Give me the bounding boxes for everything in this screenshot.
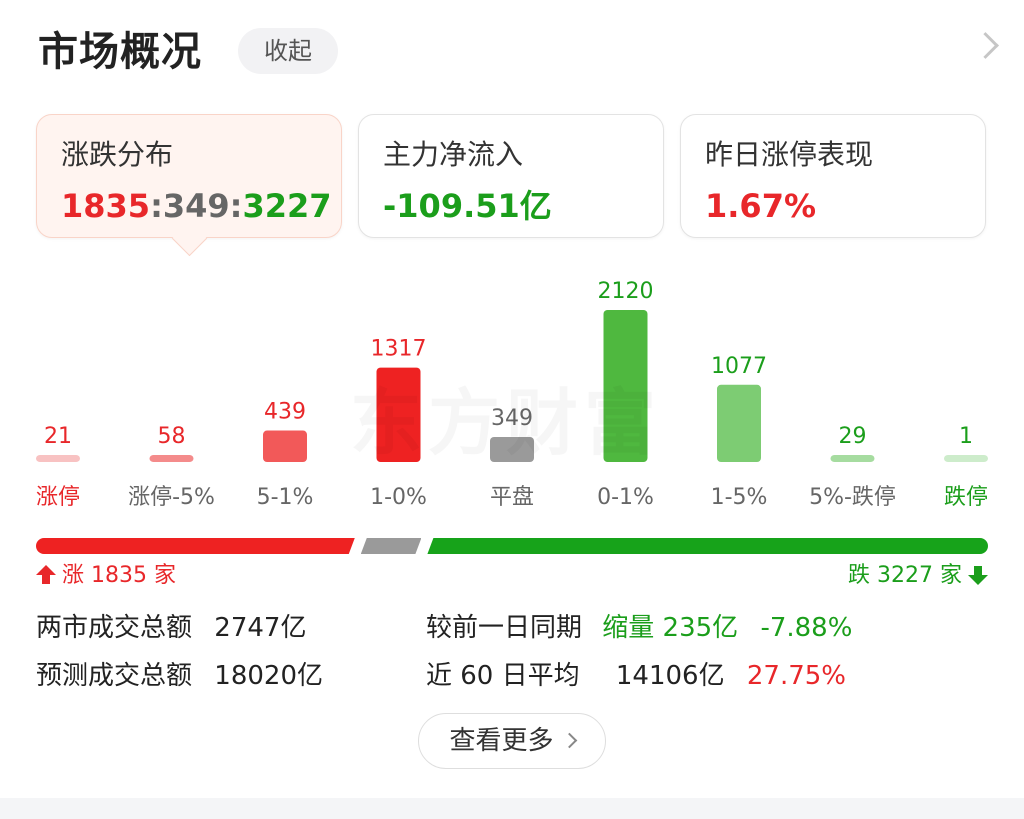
category-label: 5-1% [257, 485, 314, 510]
breadth-up-segment [36, 538, 355, 554]
distribution-chart: 东方财富 21 涨停 58 涨停-5% 439 5-1% 1317 1-0% 349 平盘 2120… [0, 264, 1024, 524]
up-summary: 涨 1835 家 [36, 560, 176, 592]
distribution-chart-svg: 21 涨停 58 涨停-5% 439 5-1% 1317 1-0% 349 平盘 2120 0-1% 1… [36, 279, 988, 510]
category-label: 5%-跌停 [809, 485, 896, 510]
flat-count: 349 [162, 187, 230, 225]
page-title: 市场概况 [38, 29, 202, 75]
watermark: 东方财富 [350, 364, 662, 469]
stat-value: 2747亿 [214, 613, 307, 643]
breadth-flat-segment [361, 538, 422, 554]
stat-label: 预测成交总额 [36, 661, 193, 691]
bar-8 [944, 455, 988, 462]
bar-value-label: 1077 [711, 354, 767, 379]
stat-label: 两市成交总额 [36, 613, 193, 643]
bar-1 [149, 455, 194, 462]
stat-value: 14106亿 [615, 661, 725, 691]
bar-value-label: 1 [959, 424, 973, 449]
view-more-label: 查看更多 [449, 726, 554, 756]
stat-percent: 27.75% [746, 661, 847, 691]
card-distribution[interactable]: 涨跌分布 1835:349:3227 [36, 114, 342, 257]
stat-value: 18020亿 [214, 661, 323, 691]
category-label: 平盘 [490, 485, 534, 510]
turnover-total: 两市成交总额 2747亿 [36, 606, 306, 650]
chevron-right-icon [561, 732, 577, 749]
stat-value: 缩量 235亿 [602, 613, 739, 643]
up-summary-text: 涨 1835 家 [62, 563, 176, 588]
bar-5 [603, 310, 648, 462]
header: 市场概况 收起 [0, 0, 1024, 100]
bottom-divider [0, 798, 1024, 819]
card-label: 昨日涨停表现 [705, 138, 874, 171]
breadth-bar [36, 538, 988, 554]
card-yesterday-limit-up[interactable]: 昨日涨停表现 1.67% [680, 114, 986, 238]
bar-value-label: 29 [839, 424, 867, 449]
breadth-summary: 涨 1835 家 跌 3227 家 [0, 560, 1024, 592]
breadth-down-segment [427, 538, 988, 554]
bar-7 [830, 455, 875, 462]
collapse-button[interactable]: 收起 [238, 28, 338, 74]
card-value: 1.67% [705, 187, 817, 225]
category-label: 涨停-5% [128, 485, 215, 510]
down-summary-text: 跌 3227 家 [848, 563, 962, 588]
turnover-compare: 较前一日同期 缩量 235亿 -7.88% [426, 606, 852, 650]
bar-6 [717, 384, 761, 462]
bar-value-label: 1317 [371, 337, 427, 362]
card-value: 1835:349:3227 [61, 185, 332, 227]
bar-0 [36, 455, 80, 462]
stat-percent: -7.88% [760, 613, 853, 643]
bar-value-label: 2120 [598, 279, 654, 304]
bar-value-label: 439 [264, 400, 306, 425]
down-summary: 跌 3227 家 [848, 560, 988, 592]
arrow-up-icon [36, 565, 56, 584]
arrow-down-icon [968, 566, 988, 585]
bar-2 [263, 430, 307, 462]
category-label: 1-5% [711, 485, 768, 510]
chevron-right-icon[interactable] [972, 32, 999, 59]
bar-value-label: 349 [491, 406, 533, 431]
bar-value-label: 21 [44, 424, 72, 449]
bar-3 [376, 367, 421, 462]
bar-4 [490, 436, 534, 462]
bar-value-label: 58 [158, 424, 186, 449]
stat-label: 较前一日同期 [426, 613, 583, 643]
separator: : [150, 187, 163, 225]
view-more-button[interactable]: 查看更多 [418, 713, 606, 769]
summary-cards: 涨跌分布 1835:349:3227 主力净流入 -109.51亿 昨日涨停表现… [0, 114, 1024, 264]
category-label: 0-1% [597, 485, 654, 510]
card-value: -109.51亿 [383, 187, 552, 225]
separator: : [229, 187, 243, 225]
category-label: 涨停 [36, 485, 80, 510]
down-count: 3227 [242, 187, 332, 225]
card-label: 涨跌分布 [61, 138, 174, 171]
category-label: 1-0% [370, 485, 427, 510]
up-count: 1835 [61, 187, 151, 225]
card-main-net-inflow[interactable]: 主力净流入 -109.51亿 [358, 114, 664, 238]
card-label: 主力净流入 [383, 138, 524, 171]
category-label: 跌停 [944, 485, 988, 510]
turnover-60d-average: 近 60 日平均 14106亿 27.75% [426, 654, 846, 698]
turnover-forecast: 预测成交总额 18020亿 [36, 654, 323, 698]
turnover-stats: 两市成交总额 2747亿 较前一日同期 缩量 235亿 -7.88% 预测成交总… [0, 606, 1024, 706]
stat-label: 近 60 日平均 [426, 661, 580, 691]
